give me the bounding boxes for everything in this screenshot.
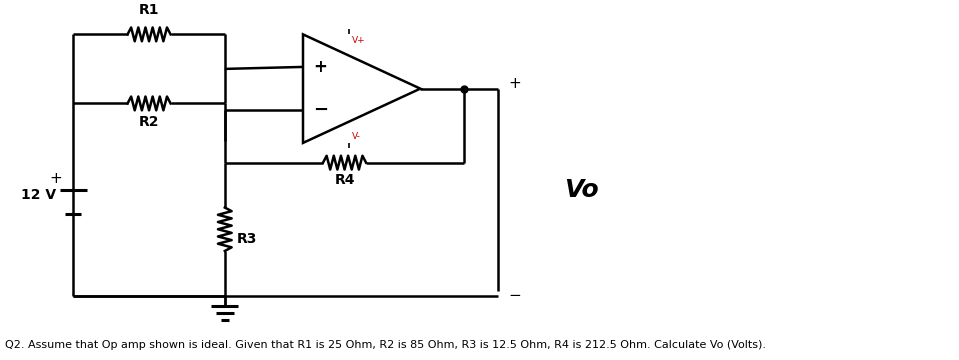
Text: R2: R2 <box>139 115 159 129</box>
Text: Vo: Vo <box>564 178 598 202</box>
Text: R1: R1 <box>139 3 159 17</box>
Text: −: − <box>508 288 521 303</box>
Text: Q2. Assume that Op amp shown is ideal. Given that R1 is 25 Ohm, R2 is 85 Ohm, R3: Q2. Assume that Op amp shown is ideal. G… <box>5 340 766 350</box>
Text: V+: V+ <box>352 36 366 45</box>
Text: −: − <box>313 102 328 120</box>
Text: V-: V- <box>352 132 362 141</box>
Text: R3: R3 <box>237 232 257 246</box>
Text: R4: R4 <box>335 172 355 186</box>
Text: +: + <box>508 76 521 91</box>
Text: 12 V: 12 V <box>20 188 56 202</box>
Text: +: + <box>49 171 62 186</box>
Text: +: + <box>314 58 328 76</box>
